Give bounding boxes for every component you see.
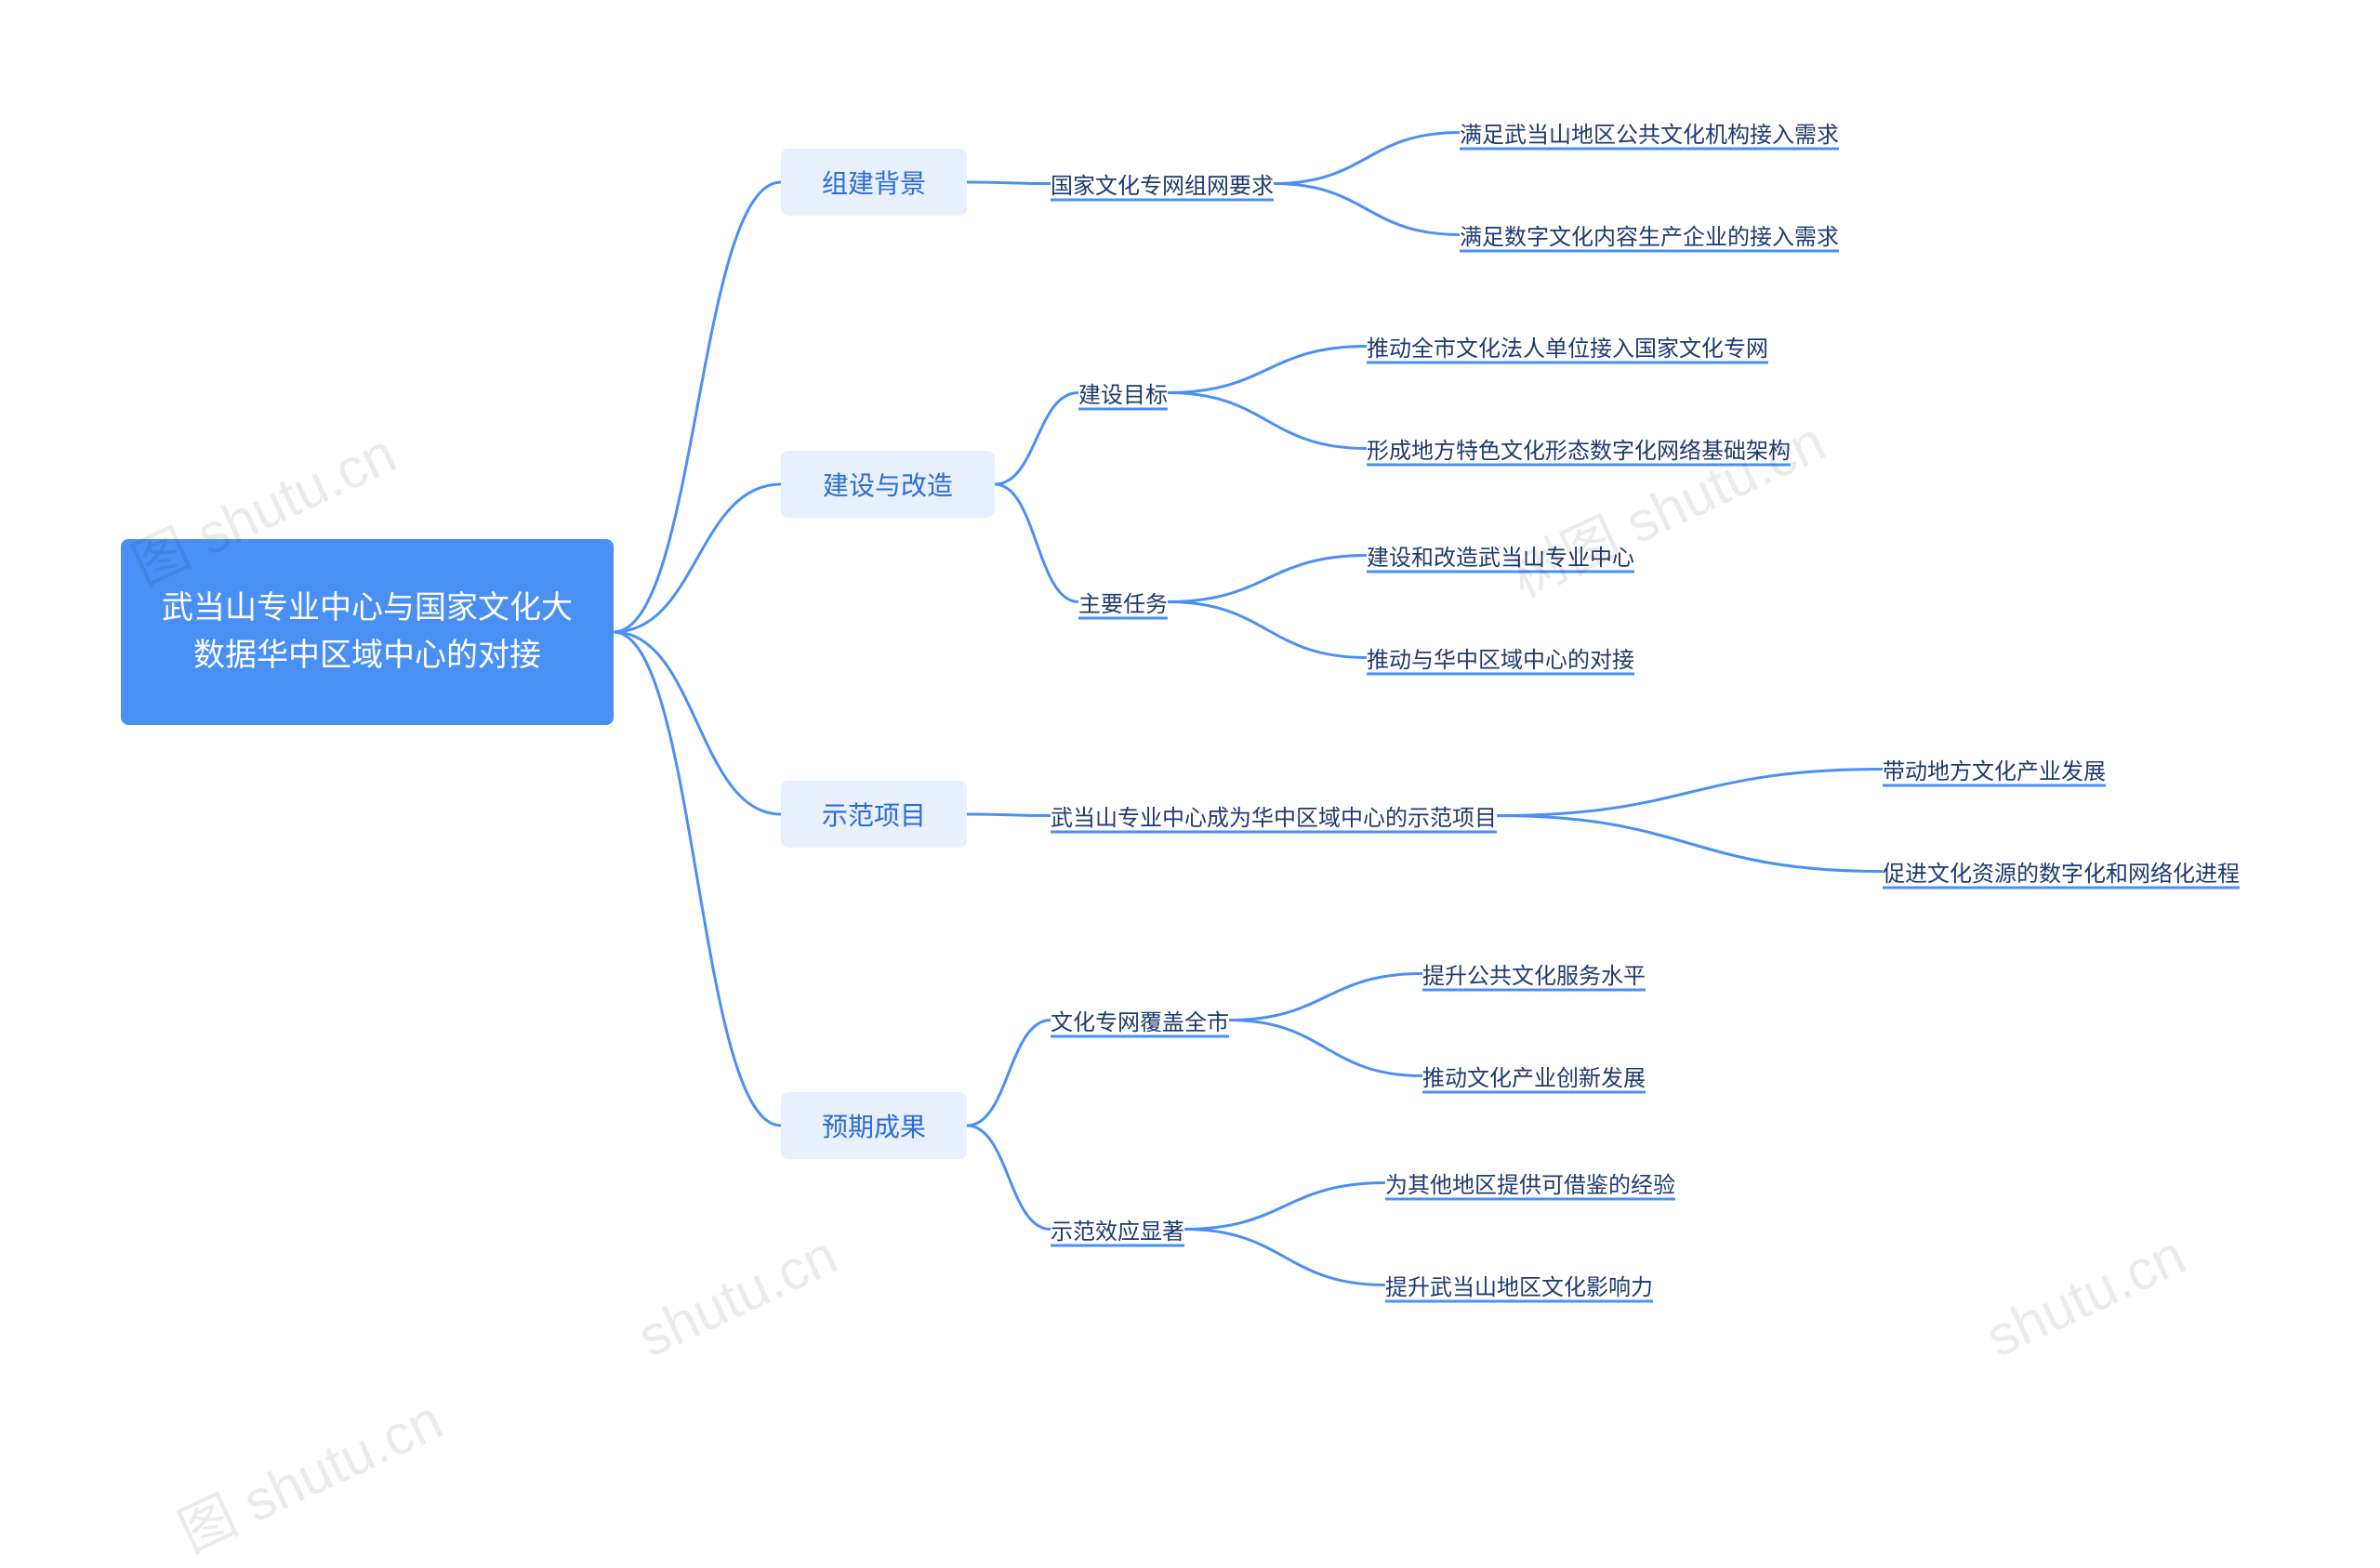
branch-label: 预期成果	[822, 1107, 926, 1144]
watermark: shutu.cn	[628, 1222, 847, 1369]
watermark: 图 shutu.cn	[164, 1376, 454, 1568]
leaf-node: 为其他地区提供可借鉴的经验	[1385, 1166, 1675, 1199]
leaf-node: 带动地方文化产业发展	[1883, 753, 2106, 785]
leaf-label: 推动文化产业创新发展	[1422, 1060, 1646, 1092]
leaf-label: 带动地方文化产业发展	[1883, 753, 2106, 785]
leaf-node: 建设和改造武当山专业中心	[1367, 539, 1634, 572]
leaf-node: 武当山专业中心成为华中区域中心的示范项目	[1051, 799, 1497, 832]
leaf-node: 推动全市文化法人单位接入国家文化专网	[1367, 330, 1768, 362]
leaf-label: 促进文化资源的数字化和网络化进程	[1883, 855, 2240, 888]
leaf-node: 满足武当山地区公共文化机构接入需求	[1460, 116, 1839, 149]
branch-node-construction: 建设与改造	[781, 451, 995, 518]
leaf-label: 推动与华中区域中心的对接	[1367, 641, 1634, 674]
branch-label: 建设与改造	[823, 466, 953, 503]
leaf-label: 为其他地区提供可借鉴的经验	[1385, 1166, 1675, 1199]
watermark: 树图 shutu.cn	[1496, 397, 1836, 613]
leaf-label: 国家文化专网组网要求	[1051, 167, 1274, 200]
leaf-node: 主要任务	[1078, 586, 1168, 618]
branch-label: 示范项目	[822, 796, 926, 833]
branch-node-results: 预期成果	[781, 1092, 967, 1159]
leaf-label: 建设和改造武当山专业中心	[1367, 539, 1634, 572]
leaf-node: 示范效应显著	[1051, 1213, 1184, 1245]
branch-node-demo: 示范项目	[781, 781, 967, 848]
leaf-label: 提升公共文化服务水平	[1422, 957, 1646, 990]
leaf-label: 示范效应显著	[1051, 1213, 1184, 1245]
leaf-label: 武当山专业中心成为华中区域中心的示范项目	[1051, 799, 1497, 832]
leaf-node: 文化专网覆盖全市	[1051, 1004, 1229, 1036]
leaf-node: 形成地方特色文化形态数字化网络基础架构	[1367, 432, 1791, 465]
leaf-node: 促进文化资源的数字化和网络化进程	[1883, 855, 2240, 888]
mindmap-root-node: 武当山专业中心与国家文化大数据华中区域中心的对接	[121, 539, 614, 725]
leaf-label: 形成地方特色文化形态数字化网络基础架构	[1367, 432, 1791, 465]
leaf-node: 推动与华中区域中心的对接	[1367, 641, 1634, 674]
leaf-node: 提升武当山地区文化影响力	[1385, 1269, 1653, 1301]
leaf-label: 建设目标	[1078, 376, 1168, 409]
leaf-label: 满足数字文化内容生产企业的接入需求	[1460, 218, 1839, 251]
leaf-label: 满足武当山地区公共文化机构接入需求	[1460, 116, 1839, 149]
leaf-label: 文化专网覆盖全市	[1051, 1004, 1229, 1036]
leaf-node: 国家文化专网组网要求	[1051, 167, 1274, 200]
root-label: 武当山专业中心与国家文化大数据华中区域中心的对接	[154, 585, 580, 679]
leaf-node: 满足数字文化内容生产企业的接入需求	[1460, 218, 1839, 251]
leaf-label: 主要任务	[1078, 586, 1168, 618]
leaf-label: 提升武当山地区文化影响力	[1385, 1269, 1653, 1301]
branch-label: 组建背景	[822, 164, 926, 201]
leaf-node: 建设目标	[1078, 376, 1168, 409]
branch-node-background: 组建背景	[781, 149, 967, 216]
leaf-label: 推动全市文化法人单位接入国家文化专网	[1367, 330, 1768, 362]
leaf-node: 推动文化产业创新发展	[1422, 1060, 1646, 1092]
leaf-node: 提升公共文化服务水平	[1422, 957, 1646, 990]
watermark: shutu.cn	[1977, 1222, 2195, 1369]
